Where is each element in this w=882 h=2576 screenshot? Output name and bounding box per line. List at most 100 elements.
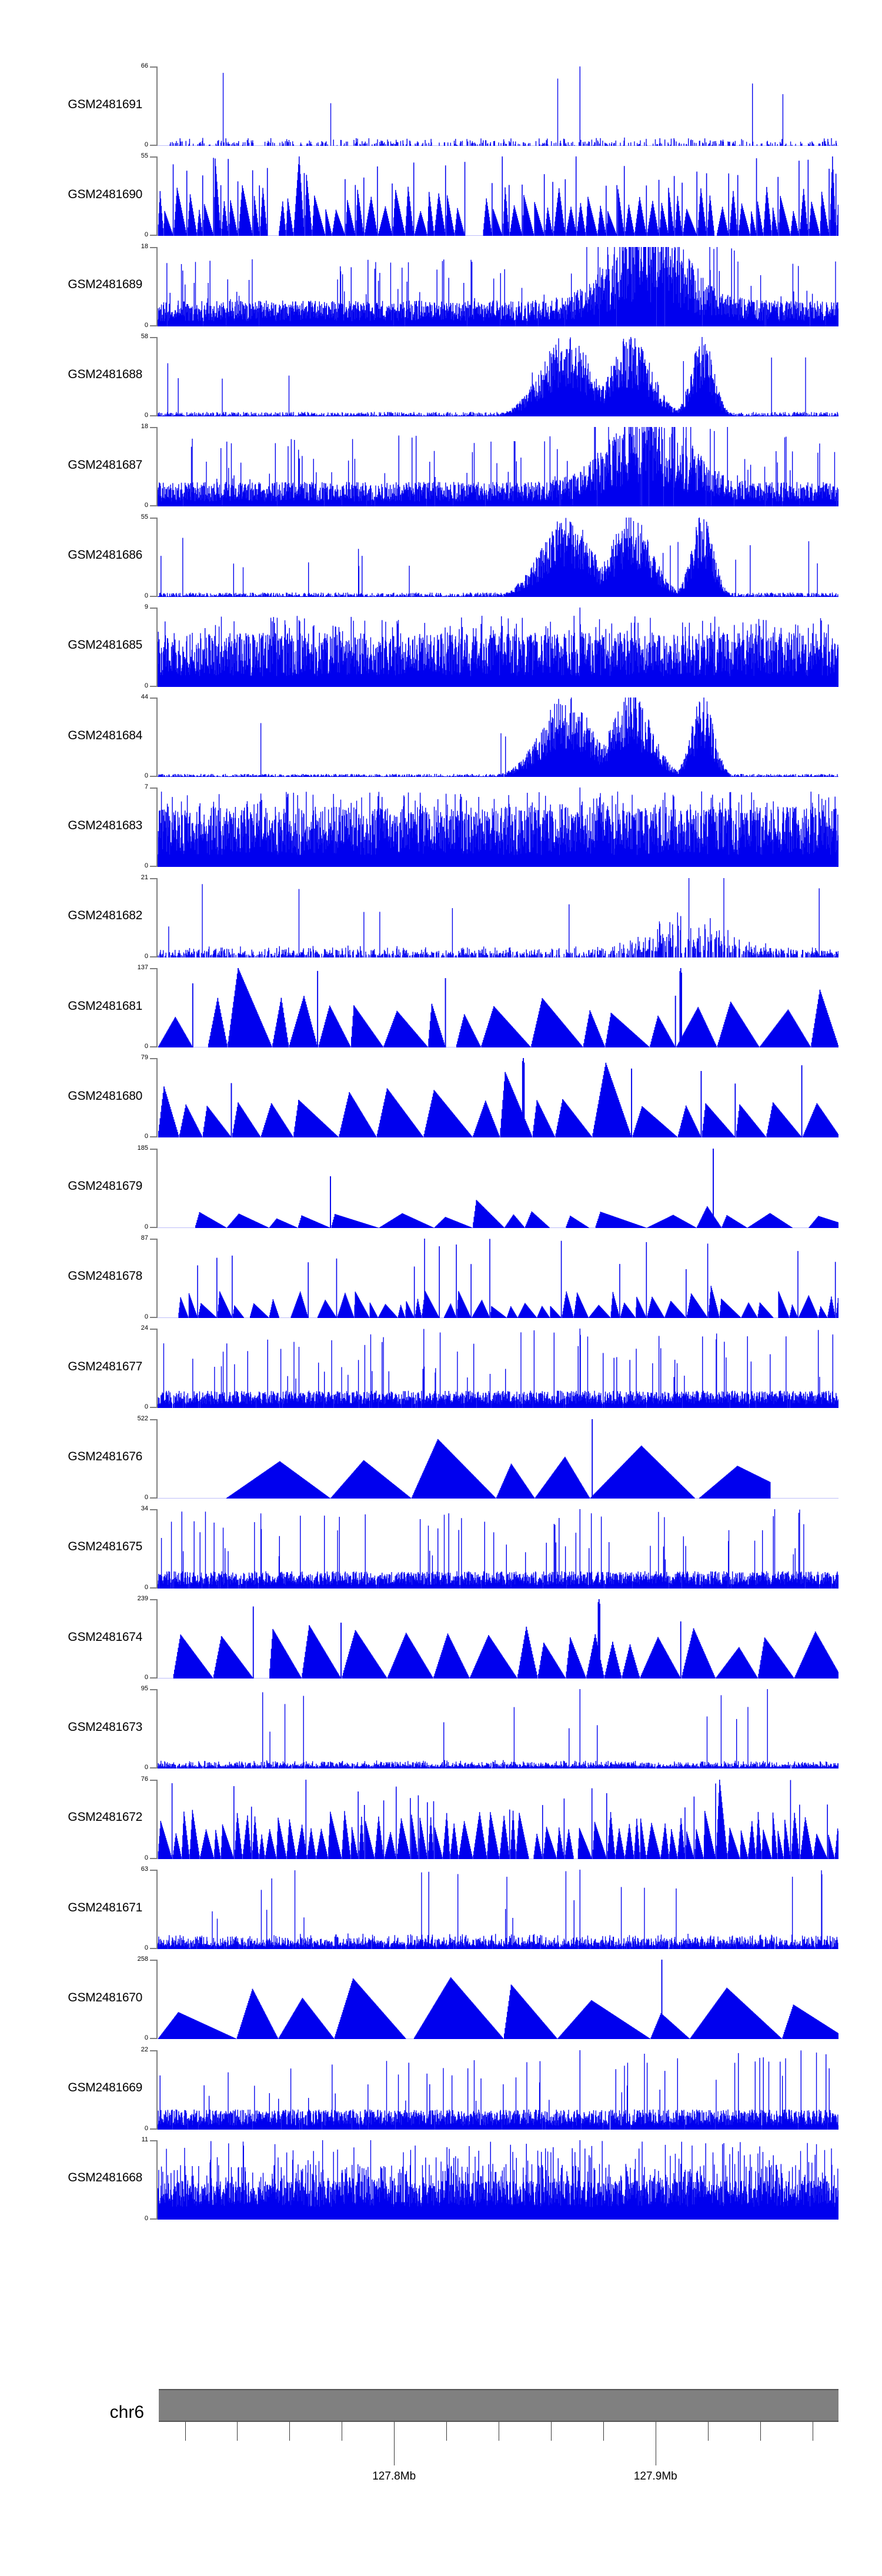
track-label-GSM2481670: GSM2481670 (68, 1990, 142, 2004)
y-axis-max-label: 185 (137, 1144, 148, 1152)
y-axis-tick-max (150, 1689, 156, 1691)
coverage-plot-area[interactable] (158, 877, 838, 957)
genome-axis-section: 127.8Mb 127.9Mb (0, 2370, 882, 2576)
coverage-plot-area[interactable] (158, 2050, 838, 2130)
y-axis-min-label: 0 (144, 1674, 148, 1681)
track-label-GSM2481671: GSM2481671 (68, 1900, 142, 1914)
coverage-area (158, 156, 838, 236)
coverage-plot-area[interactable] (158, 1509, 838, 1589)
y-axis-max-label: 63 (141, 1866, 148, 1873)
track-label-GSM2481668: GSM2481668 (68, 2171, 142, 2185)
track-label-GSM2481676: GSM2481676 (68, 1450, 142, 1463)
track-label-GSM2481685: GSM2481685 (68, 638, 142, 652)
y-axis-max-label: 239 (137, 1595, 148, 1603)
coverage-area (158, 698, 838, 778)
coverage-plot-area[interactable] (158, 336, 838, 416)
coverage-area (158, 517, 838, 597)
y-axis-tick-max (150, 788, 156, 789)
coverage-waveform (158, 246, 838, 326)
y-axis-min-label: 0 (144, 682, 148, 689)
coverage-plot-area[interactable] (158, 427, 838, 507)
y-axis-max-label: 66 (141, 62, 148, 69)
coverage-plot-area[interactable] (158, 1419, 838, 1499)
y-axis-tick-min (150, 1226, 156, 1228)
y-axis-min-label: 0 (144, 1223, 148, 1230)
y-axis-tick-min (150, 145, 156, 146)
y-axis-max-label: 11 (141, 2135, 148, 2143)
y-axis-tick-min (150, 1407, 156, 1409)
y-axis-line (156, 156, 158, 236)
y-axis-tick-min (150, 1497, 156, 1499)
y-axis-min-label: 0 (144, 502, 148, 509)
y-axis-tick-max (150, 156, 156, 158)
coverage-waveform (158, 968, 838, 1047)
y-axis-tick-max (150, 66, 156, 68)
coverage-plot-area[interactable] (158, 1689, 838, 1769)
genome-axis-tick (289, 2422, 290, 2441)
track-label-GSM2481689: GSM2481689 (68, 278, 142, 292)
coverage-area (158, 1419, 838, 1499)
coverage-plot-area[interactable] (158, 1058, 838, 1138)
y-axis-min-label: 0 (144, 411, 148, 419)
genome-axis-tick (603, 2422, 604, 2441)
y-axis-max-label: 55 (141, 513, 148, 520)
coverage-waveform (158, 877, 838, 957)
coverage-plot-area[interactable] (158, 2140, 838, 2220)
coverage-plot-area[interactable] (158, 968, 838, 1047)
coverage-area (158, 427, 838, 507)
y-axis-tick-max (150, 2050, 156, 2051)
y-axis-max-label: 58 (141, 332, 148, 340)
coverage-area (158, 1148, 838, 1228)
coverage-waveform (158, 1419, 838, 1499)
chromosome-ideogram-bar[interactable] (159, 2389, 838, 2422)
coverage-plot-area[interactable] (158, 66, 838, 146)
y-axis-tick-max (150, 1779, 156, 1781)
track-label-GSM2481684: GSM2481684 (68, 728, 142, 742)
coverage-plot-area[interactable] (158, 1599, 838, 1679)
genome-axis-tick (760, 2422, 761, 2441)
y-axis-min-label: 0 (144, 772, 148, 780)
coverage-plot-area[interactable] (158, 1779, 838, 1859)
y-axis-max-label: 258 (137, 1956, 148, 1963)
coverage-plot-area[interactable] (158, 1870, 838, 1949)
coverage-plot-area[interactable] (158, 246, 838, 326)
y-axis-tick-max (150, 607, 156, 609)
coverage-plot-area[interactable] (158, 1238, 838, 1318)
coverage-waveform (158, 1238, 838, 1318)
coverage-plot-area[interactable] (158, 698, 838, 778)
y-axis-tick-max (150, 1419, 156, 1420)
coverage-plot-area[interactable] (158, 156, 838, 236)
y-axis-tick-max (150, 1329, 156, 1330)
genome-axis-tick (550, 2422, 552, 2441)
coverage-area (158, 1779, 838, 1859)
track-label-GSM2481673: GSM2481673 (68, 1720, 142, 1734)
track-label-GSM2481680: GSM2481680 (68, 1089, 142, 1103)
y-axis-tick-max (150, 698, 156, 699)
y-axis-max-label: 7 (144, 783, 148, 791)
track-label-GSM2481691: GSM2481691 (68, 97, 142, 111)
y-axis-line (156, 1779, 158, 1859)
y-axis-line (156, 968, 158, 1047)
y-axis-tick-min (150, 776, 156, 778)
coverage-plot-area[interactable] (158, 1329, 838, 1409)
coverage-waveform (158, 66, 838, 146)
coverage-plot-area[interactable] (158, 607, 838, 687)
coverage-area (158, 246, 838, 326)
coverage-area (158, 788, 838, 867)
coverage-waveform (158, 517, 838, 597)
coverage-area (158, 1509, 838, 1589)
track-label-GSM2481674: GSM2481674 (68, 1630, 142, 1644)
y-axis-tick-max (150, 1509, 156, 1510)
y-axis-tick-min (150, 325, 156, 326)
y-axis-tick-min (150, 1587, 156, 1589)
y-axis-min-label: 0 (144, 1043, 148, 1050)
y-axis-min-label: 0 (144, 1583, 148, 1591)
y-axis-line (156, 607, 158, 687)
coverage-plot-area[interactable] (158, 517, 838, 597)
coverage-plot-area[interactable] (158, 788, 838, 867)
coverage-plot-area[interactable] (158, 1148, 838, 1228)
genome-axis-tick (394, 2422, 395, 2465)
coverage-area (158, 1238, 838, 1318)
y-axis-tick-max (150, 968, 156, 969)
coverage-plot-area[interactable] (158, 1960, 838, 2040)
